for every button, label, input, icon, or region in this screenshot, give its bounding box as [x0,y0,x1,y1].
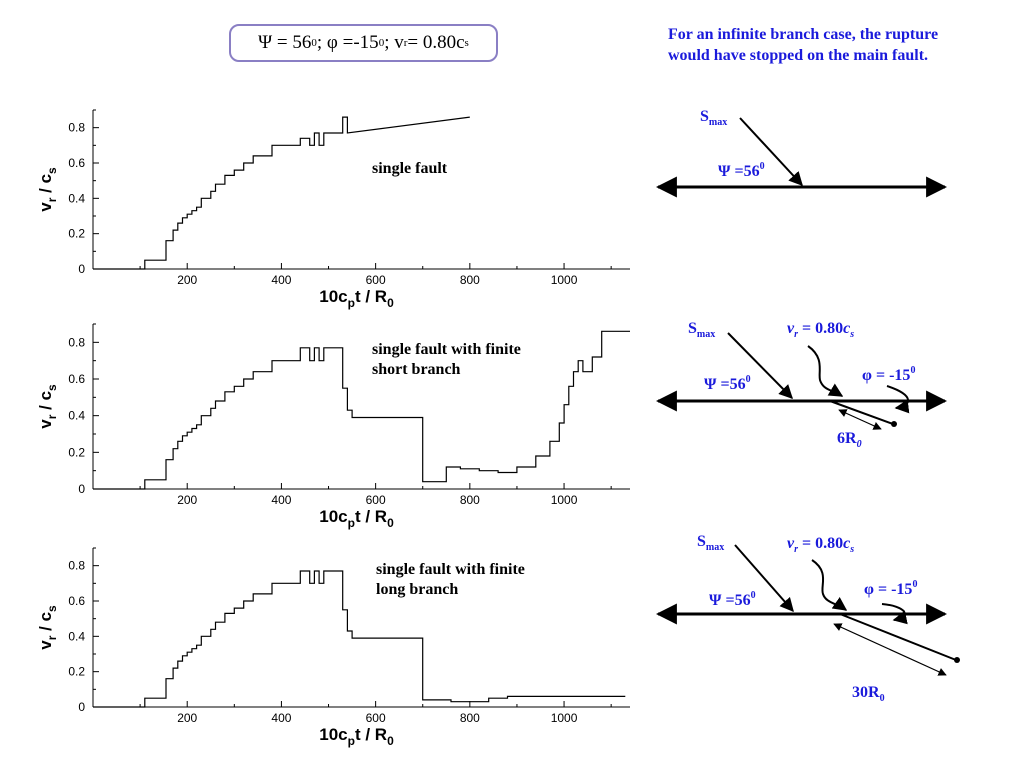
x-tick-label: 1000 [551,273,578,287]
rupture-velocity-series [93,116,470,270]
title-v-sub: r [403,37,408,49]
x-tick-label: 200 [177,493,197,507]
rupture-velocity-series [93,570,626,708]
series-annotation-line1: single fault with finite [372,341,521,358]
title-v: ; v [384,32,404,53]
y-tick-label: 0.6 [68,594,85,608]
x-tick-label: 600 [366,273,386,287]
title-psi: Ψ = 56 [258,32,312,53]
phi-label: φ = -150 [864,579,917,598]
x-axis-label: 10cpt / R0 [319,507,394,530]
y-tick-label: 0.8 [68,559,85,573]
x-axis-label: 10cpt / R0 [319,725,394,748]
chart-panel-2: 0 0.2 0.4 0.6 0.8 200 400 600 800 1000 vr / cs 10cp… [36,323,630,530]
x-tick-label: 1000 [551,493,578,507]
phi-arrow [881,603,908,625]
infinite-branch-note: For an infinite branch case, the rupture… [668,26,939,64]
x-tick-label: 400 [271,711,291,725]
y-axis-label: vr / cs [36,167,59,212]
y-axis-label: vr / cs [36,384,59,429]
vr-label: vr = 0.80cs [787,535,854,555]
x-axis-label: 10cpt / R0 [319,287,394,310]
y-axis-label: vr / cs [36,605,59,650]
branch-length-label: 30R0 [852,684,885,704]
y-tick-label: 0.4 [68,191,85,205]
diagram-single-fault: Smax Ψ =560 [655,108,948,198]
y-tick-label: 0 [78,482,85,496]
x-tick-label: 1000 [551,711,578,725]
diagram-long-branch: Smax Ψ =560 vr = 0.80cs φ = -150 30R0 [655,533,960,704]
series-annotation: single fault [372,160,448,177]
y-tick-label: 0.4 [68,409,85,423]
diagram-short-branch: Smax Ψ =560 vr = 0.80cs φ = -150 6R0 [655,320,948,450]
series-annotation-line2: long branch [376,581,458,598]
x-tick-label: 600 [366,493,386,507]
smax-arrow [727,332,793,399]
y-tick-label: 0.4 [68,629,85,643]
branch-length-label: 6R0 [837,430,862,450]
chart-panel-1: 0 0.2 0.4 0.6 0.8 200 400 600 800 1000 vr / cs 10cp… [36,109,630,310]
y-tick-label: 0 [78,700,85,714]
psi-label: Ψ =560 [709,590,756,609]
x-tick-label: 800 [460,711,480,725]
y-tick-label: 0.6 [68,372,85,386]
branch-end-dot [954,657,960,663]
x-tick-label: 200 [177,273,197,287]
length-dimension-arrow [833,623,947,676]
smax-arrow [739,117,803,187]
x-tick-label: 200 [177,711,197,725]
phi-label: φ = -150 [862,365,915,384]
vr-label: vr = 0.80cs [787,320,854,340]
psi-label: Ψ =560 [718,161,765,180]
y-tick-label: 0.8 [68,335,85,349]
vr-arrow [811,559,848,611]
x-tick-label: 400 [271,273,291,287]
y-tick-label: 0 [78,262,85,276]
rupture-velocity-series [93,330,630,490]
series-annotation-line2: short branch [372,361,461,378]
psi-label: Ψ =560 [704,374,751,393]
vr-arrow [807,345,844,397]
x-tick-label: 800 [460,493,480,507]
series-annotation-line1: single fault with finite [376,561,525,578]
smax-arrow [734,544,794,613]
title-c-sub: s [464,37,469,49]
phi-arrow [886,385,910,414]
y-tick-label: 0.2 [68,665,85,679]
x-tick-label: 400 [271,493,291,507]
title-eq: = 0.80c [407,32,465,53]
chart-panel-3: 0 0.2 0.4 0.6 0.8 200 400 600 800 1000 vr / cs 10cp… [36,547,630,748]
y-tick-label: 0.2 [68,227,85,241]
smax-label: Smax [700,108,727,128]
title-psi-sup: 0 [311,37,317,49]
x-tick-label: 800 [460,273,480,287]
y-tick-label: 0.8 [68,121,85,135]
x-tick-label: 600 [366,711,386,725]
smax-label: Smax [697,533,724,553]
title-phi: ; φ =-15 [316,32,379,53]
title-phi-sup: 0 [378,37,385,49]
length-dimension-arrow [838,409,882,430]
smax-label: Smax [688,320,715,340]
y-tick-label: 0.2 [68,445,85,459]
branch-end-dot [891,421,897,427]
y-tick-label: 0.6 [68,156,85,170]
